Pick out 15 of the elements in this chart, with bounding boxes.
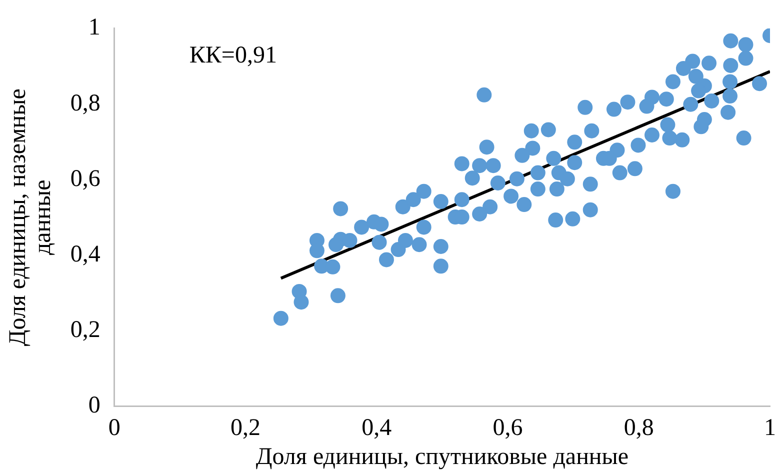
y-tick-label: 0 xyxy=(88,392,100,419)
y-tick-label: 1 xyxy=(88,14,100,41)
annotation: КК=0,91 xyxy=(189,42,277,69)
x-axis-title: Доля единицы, спутниковые данные xyxy=(256,444,629,470)
x-tick-label: 0,2 xyxy=(230,415,261,442)
y-tick-label: 0,8 xyxy=(70,90,100,116)
y-tick-label: 0,6 xyxy=(70,166,100,192)
x-tick-label: 0,4 xyxy=(362,415,392,442)
x-tick-label: 0,8 xyxy=(624,415,654,442)
y-axis-title: Доля единицы, наземные данные xyxy=(4,88,56,346)
y-tick-label: 0,2 xyxy=(70,317,100,344)
x-tick-label: 0 xyxy=(108,415,120,442)
y-tick-label: 0,4 xyxy=(70,241,100,268)
x-tick-label: 1 xyxy=(764,415,776,442)
x-tick-label: 0,6 xyxy=(492,415,523,442)
